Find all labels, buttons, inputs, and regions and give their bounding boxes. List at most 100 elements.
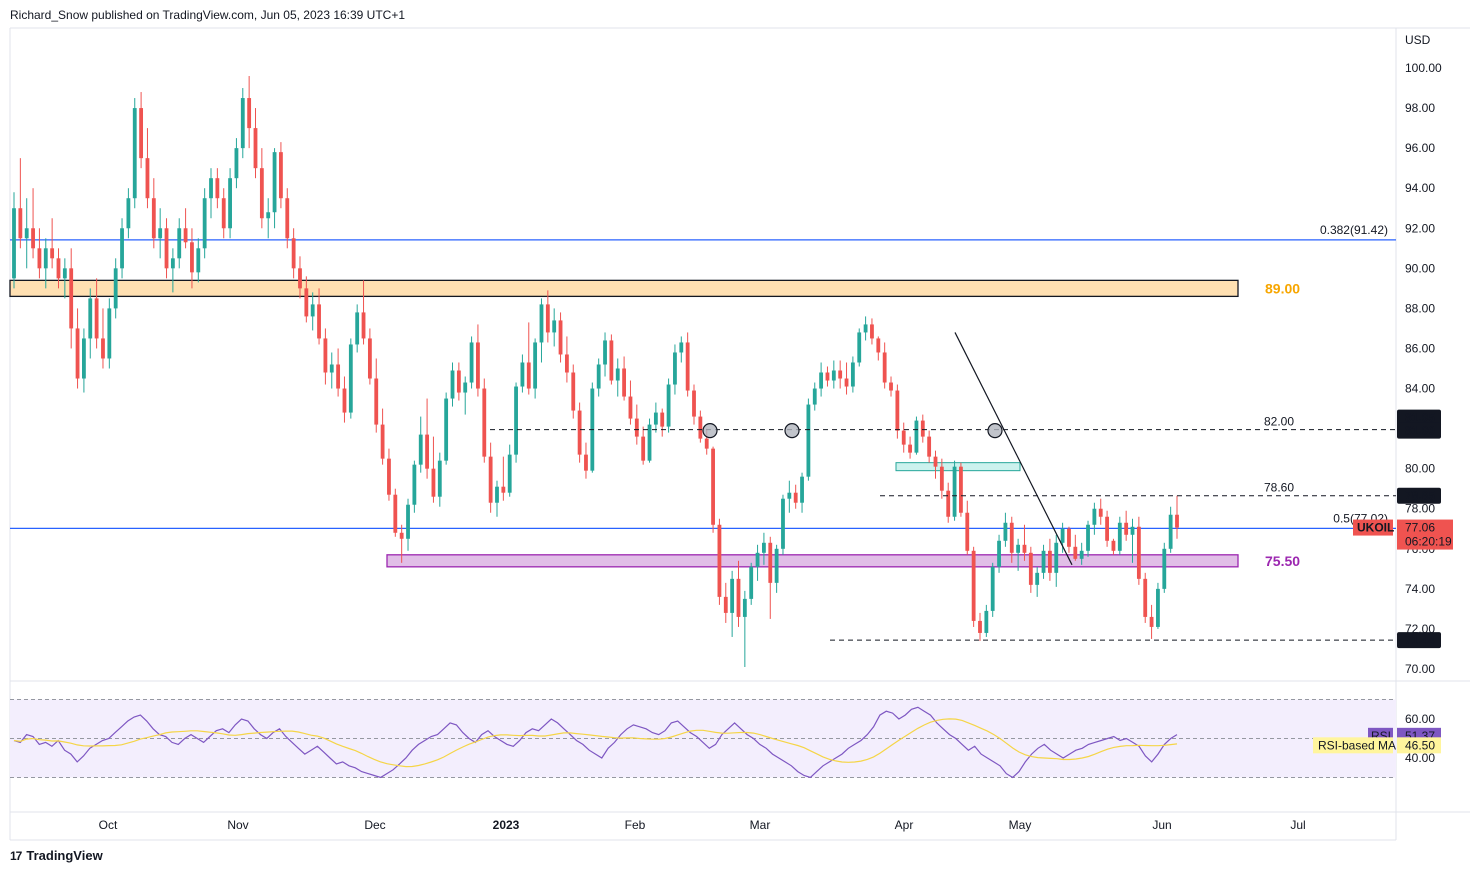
- candle: [882, 342, 887, 389]
- candle-body: [88, 298, 93, 339]
- candle: [151, 178, 156, 249]
- candle-body: [545, 304, 550, 333]
- candle-body: [895, 390, 900, 431]
- candle-body: [514, 386, 518, 455]
- candle: [310, 292, 315, 331]
- candle-body: [247, 98, 252, 129]
- candle-body: [673, 352, 677, 385]
- candle: [1111, 538, 1116, 555]
- candle: [863, 316, 868, 341]
- candle-body: [946, 490, 951, 517]
- candle-body: [1054, 542, 1059, 573]
- candle: [367, 328, 372, 385]
- candle: [552, 308, 557, 347]
- candle: [1009, 516, 1014, 563]
- zone-label-75.50: 75.50: [1265, 553, 1300, 569]
- candle-body: [209, 178, 213, 199]
- candle: [717, 518, 722, 605]
- candle: [355, 304, 360, 353]
- candle: [132, 98, 137, 209]
- rsi-ma-name: RSI-based MA: [1318, 738, 1396, 752]
- candle-body: [882, 352, 887, 383]
- y-tick-label: 98.00: [1405, 101, 1435, 115]
- rsi-ma-name-bg: [1313, 737, 1393, 754]
- candle: [609, 334, 614, 385]
- rsi-ma-value-bg: [1397, 737, 1441, 754]
- candle-body: [259, 168, 264, 219]
- candle-body: [552, 320, 557, 333]
- candle-body: [139, 108, 144, 159]
- candle: [215, 168, 220, 209]
- candle-body: [285, 198, 290, 239]
- candle: [418, 416, 423, 473]
- y-tick-label: 86.00: [1405, 341, 1435, 355]
- candle-body: [431, 468, 436, 497]
- symbol-tag-bg: [1353, 519, 1393, 536]
- candle: [1098, 498, 1103, 525]
- candle: [1079, 542, 1084, 565]
- candle: [806, 398, 811, 481]
- candle-body: [317, 304, 321, 339]
- candle-body: [736, 578, 741, 617]
- candle-body: [768, 542, 773, 583]
- candle-body: [177, 228, 182, 259]
- candle-body: [126, 198, 131, 229]
- candle: [679, 336, 684, 363]
- candle-body: [1067, 528, 1071, 547]
- candle-body: [755, 552, 760, 567]
- candle: [914, 416, 919, 455]
- candle-body: [43, 248, 48, 269]
- candle: [113, 258, 118, 319]
- candle-body: [463, 382, 468, 393]
- candle: [1136, 516, 1141, 585]
- candle: [234, 138, 239, 189]
- candle: [838, 360, 843, 389]
- candle: [558, 312, 563, 363]
- x-tick-label: Apr: [895, 818, 914, 832]
- candle: [88, 288, 93, 359]
- candle: [279, 142, 283, 209]
- candle-body: [1149, 616, 1154, 627]
- candle: [406, 498, 410, 551]
- candle: [164, 218, 169, 279]
- candle: [1067, 526, 1071, 553]
- candle-body: [838, 370, 843, 379]
- candle-body: [660, 412, 665, 427]
- candle-body: [82, 338, 86, 379]
- candle-body: [56, 258, 61, 279]
- candle-body: [634, 418, 639, 437]
- candle: [1168, 506, 1173, 553]
- candle-body: [793, 492, 798, 503]
- candle: [908, 436, 912, 459]
- candle: [711, 446, 715, 533]
- candle: [50, 218, 55, 269]
- candle-body: [717, 524, 722, 597]
- candle: [628, 380, 633, 425]
- candle: [819, 362, 824, 397]
- candle-body: [1162, 548, 1167, 589]
- candle-body: [329, 364, 334, 373]
- y-tick-label: 70.00: [1405, 662, 1435, 676]
- fib-level-label: 0.382(91.42): [1320, 223, 1388, 237]
- candle-body: [1086, 524, 1090, 551]
- brand-name: TradingView: [26, 848, 103, 863]
- candle-body: [266, 212, 271, 219]
- candle-body: [539, 304, 544, 343]
- price-tag-78-65-bg: [1397, 487, 1441, 504]
- candle-body: [101, 338, 105, 359]
- candle-body: [145, 158, 150, 199]
- candle: [12, 192, 16, 289]
- candle-body: [151, 198, 156, 239]
- candle-body: [75, 328, 80, 379]
- last-price: 77.06: [1405, 521, 1435, 535]
- candle-body: [628, 396, 633, 419]
- candle: [69, 248, 74, 349]
- candle: [456, 362, 461, 401]
- candle: [75, 308, 80, 389]
- dashed-level-label: 78.60: [1264, 481, 1294, 495]
- candle-body: [1136, 526, 1141, 579]
- candle-body: [1156, 588, 1160, 627]
- candle: [24, 198, 29, 269]
- candle: [895, 384, 900, 439]
